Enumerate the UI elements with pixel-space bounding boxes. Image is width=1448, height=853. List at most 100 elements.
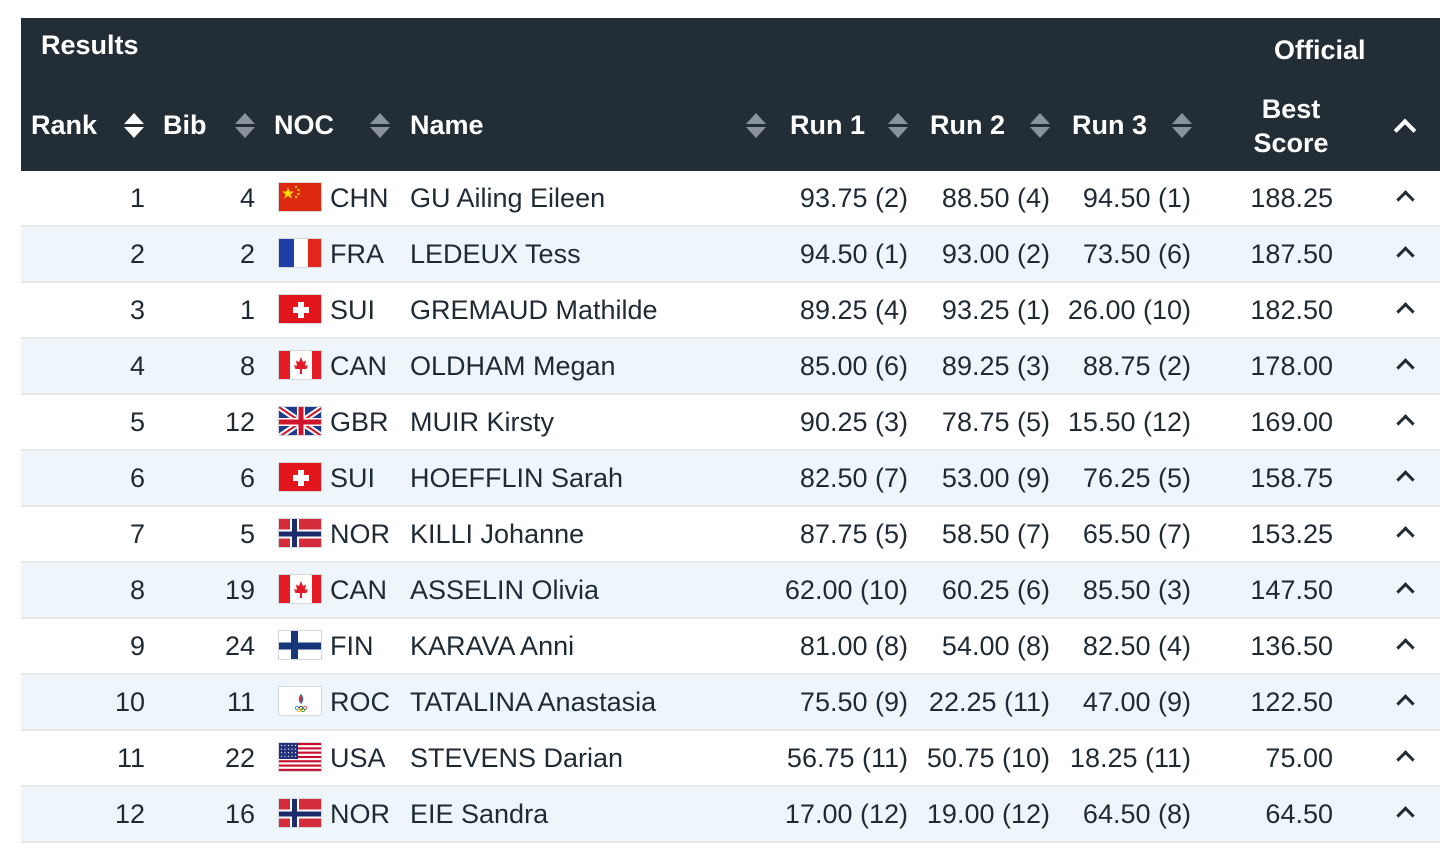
chevron-up-icon[interactable] [1393, 187, 1417, 209]
rank-cell: 4 [129, 351, 145, 381]
best-score-cell: 188.25 [1250, 183, 1333, 213]
switzerland-flag-icon [278, 294, 322, 324]
best-score-cell: 147.50 [1250, 575, 1333, 605]
run3-cell: 15.50 (12) [1067, 407, 1191, 437]
table-header: Results Official Rank Bib NOC Name Run 1… [21, 18, 1440, 171]
chevron-up-icon[interactable] [1393, 803, 1417, 825]
best-score-cell: 178.00 [1250, 351, 1333, 381]
run1-cell: 82.50 (7) [799, 463, 908, 493]
run2-cell: 93.00 (2) [941, 239, 1050, 269]
usa-flag-icon [278, 742, 322, 772]
table-row[interactable]: 11 22 USA STEVENS Darian 56.75 (11) 50.75 (10… [21, 731, 1440, 787]
best-score-line2: Score [1253, 128, 1329, 158]
table-row[interactable]: 10 11 ROC TATALINA Anastasia 75.50 (9) 22.25 … [21, 675, 1440, 731]
sort-run2-icon[interactable] [1029, 110, 1051, 144]
athlete-name[interactable]: STEVENS Darian [410, 743, 624, 773]
sort-run1-icon[interactable] [887, 110, 909, 144]
run1-cell: 94.50 (1) [799, 239, 908, 269]
run3-cell: 88.75 (2) [1082, 351, 1191, 381]
column-header-best-score[interactable]: Best Score [1221, 92, 1361, 160]
chevron-up-icon[interactable] [1393, 747, 1417, 769]
rank-cell: 6 [129, 463, 145, 493]
run1-cell: 17.00 (12) [784, 799, 908, 829]
noc-cell: USA [330, 743, 386, 773]
rank-cell: 3 [129, 295, 145, 325]
run1-cell: 81.00 (8) [799, 631, 908, 661]
athlete-name[interactable]: OLDHAM Megan [410, 351, 616, 381]
bib-cell: 16 [224, 799, 255, 829]
run1-cell: 62.00 (10) [784, 575, 908, 605]
athlete-name[interactable]: LEDEUX Tess [410, 239, 581, 269]
column-header-noc[interactable]: NOC [274, 110, 334, 140]
canada-flag-icon [278, 574, 322, 604]
run3-cell: 76.25 (5) [1082, 463, 1191, 493]
run2-cell: 22.25 (11) [928, 687, 1050, 717]
run3-cell: 64.50 (8) [1082, 799, 1191, 829]
table-row[interactable]: 1 4 CHN GU Ailing Eileen 93.75 (2) 88.50 (4) 9… [21, 171, 1440, 227]
sort-bib-icon[interactable] [234, 110, 256, 144]
sort-run3-icon[interactable] [1171, 110, 1193, 144]
athlete-name[interactable]: GREMAUD Mathilde [410, 295, 658, 325]
run2-cell: 93.25 (1) [941, 295, 1050, 325]
table-row[interactable]: 8 19 CAN ASSELIN Olivia 62.00 (10) 60.25 (6) 8… [21, 563, 1440, 619]
best-score-cell: 182.50 [1250, 295, 1333, 325]
sort-noc-icon[interactable] [369, 110, 391, 144]
athlete-name[interactable]: TATALINA Anastasia [410, 687, 657, 717]
run2-cell: 58.50 (7) [941, 519, 1050, 549]
table-row[interactable]: 3 1 SUI GREMAUD Mathilde 89.25 (4) 93.25 (1) 2… [21, 283, 1440, 339]
run1-cell: 89.25 (4) [799, 295, 908, 325]
chevron-up-icon[interactable] [1393, 691, 1417, 713]
norway-flag-icon [278, 518, 322, 548]
table-row[interactable]: 6 6 SUI HOEFFLIN Sarah 82.50 (7) 53.00 (9) 76.… [21, 451, 1440, 507]
column-header-run2[interactable]: Run 2 [930, 110, 1006, 140]
table-row[interactable]: 12 16 NOR EIE Sandra 17.00 (12) 19.00 (12) 64.… [21, 787, 1440, 843]
athlete-name[interactable]: GU Ailing Eileen [410, 183, 606, 213]
best-score-cell: 64.50 [1265, 799, 1333, 829]
chevron-up-icon[interactable] [1393, 355, 1417, 377]
run1-cell: 93.75 (2) [799, 183, 908, 213]
column-header-rank[interactable]: Rank [31, 110, 98, 140]
noc-cell: CAN [330, 351, 388, 381]
best-score-cell: 187.50 [1250, 239, 1333, 269]
noc-cell: SUI [330, 463, 376, 493]
athlete-name[interactable]: KARAVA Anni [410, 631, 575, 661]
athlete-name[interactable]: MUIR Kirsty [410, 407, 554, 437]
bib-cell: 12 [224, 407, 255, 437]
noc-cell: GBR [330, 407, 389, 437]
table-row[interactable]: 4 8 CAN OLDHAM Megan 85.00 (6) 89.25 (3) 88.75… [21, 339, 1440, 395]
table-row[interactable]: 5 12 GBR MUIR Kirsty 90.25 (3) 78.75 (5) 15.50… [21, 395, 1440, 451]
chevron-up-icon[interactable] [1393, 635, 1417, 657]
table-row[interactable]: 9 24 FIN KARAVA Anni 81.00 (8) 54.00 (8) 82.50… [21, 619, 1440, 675]
athlete-name[interactable]: ASSELIN Olivia [410, 575, 600, 605]
athlete-name[interactable]: HOEFFLIN Sarah [410, 463, 624, 493]
noc-cell: FIN [330, 631, 374, 661]
chevron-up-icon[interactable] [1393, 411, 1417, 433]
table-row[interactable]: 2 2 FRA LEDEUX Tess 94.50 (1) 93.00 (2) 73.50 … [21, 227, 1440, 283]
chevron-up-icon[interactable] [1393, 243, 1417, 265]
column-header-run3[interactable]: Run 3 [1072, 110, 1148, 140]
run2-cell: 53.00 (9) [941, 463, 1050, 493]
rank-cell: 12 [114, 799, 145, 829]
column-header-name[interactable]: Name [410, 110, 484, 140]
run3-cell: 73.50 (6) [1082, 239, 1191, 269]
run2-cell: 50.75 (10) [926, 743, 1050, 773]
noc-cell: NOR [330, 799, 390, 829]
column-header-run1[interactable]: Run 1 [790, 110, 866, 140]
chevron-up-icon[interactable] [1393, 467, 1417, 489]
bib-cell: 5 [239, 519, 255, 549]
athlete-name[interactable]: KILLI Johanne [410, 519, 585, 549]
sort-rank-icon[interactable] [123, 110, 145, 144]
chevron-up-icon[interactable] [1393, 299, 1417, 321]
run3-cell: 65.50 (7) [1082, 519, 1191, 549]
finland-flag-icon [278, 630, 322, 660]
chevron-up-icon[interactable] [1393, 523, 1417, 545]
column-header-bib[interactable]: Bib [163, 110, 207, 140]
rank-cell: 10 [114, 687, 145, 717]
chevron-up-icon[interactable] [1393, 116, 1417, 142]
sort-name-icon[interactable] [745, 110, 767, 144]
best-score-cell: 75.00 [1265, 743, 1333, 773]
chevron-up-icon[interactable] [1393, 579, 1417, 601]
table-row[interactable]: 7 5 NOR KILLI Johanne 87.75 (5) 58.50 (7) 65.5… [21, 507, 1440, 563]
athlete-name[interactable]: EIE Sandra [410, 799, 549, 829]
rank-cell: 11 [116, 743, 145, 773]
